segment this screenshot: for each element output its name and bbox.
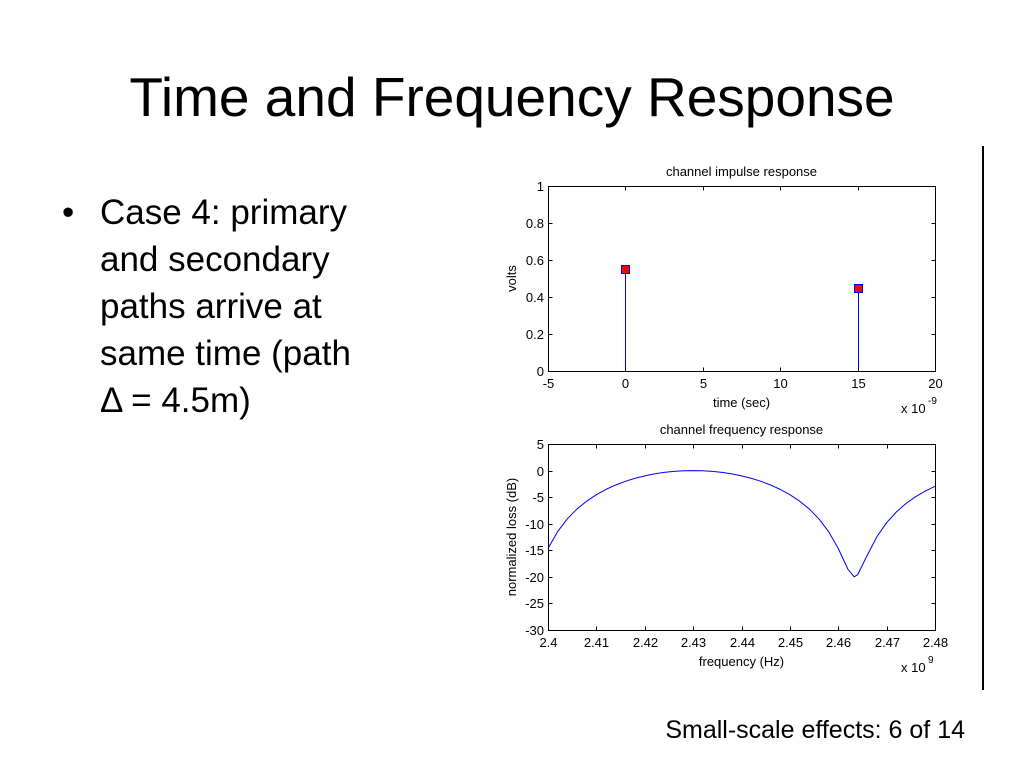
y-tick-label: -10 xyxy=(525,517,544,532)
y-tick-label: 1 xyxy=(537,179,544,194)
plot-area xyxy=(621,265,863,371)
x-exponent-base: x 10 xyxy=(901,660,926,675)
vertical-divider xyxy=(982,146,984,690)
x-tick-label: 5 xyxy=(700,376,707,391)
x-tick-label: 2.46 xyxy=(826,635,851,650)
chart-frequency-response: 2.4 2.41 2.42 2.43 2.44 2.45 2.46 2.47 2.48 -30 -2… xyxy=(504,422,948,675)
x-tick-label: 2.41 xyxy=(584,635,609,650)
x-tick-label: -5 xyxy=(543,376,555,391)
x-tick-label: 2.43 xyxy=(681,635,706,650)
x-tick-label: 2.47 xyxy=(875,635,900,650)
slide-title: Time and Frequency Response xyxy=(129,66,895,128)
y-axis-label: normalized loss (dB) xyxy=(504,478,519,597)
y-tick-label: -30 xyxy=(525,623,544,638)
series-line xyxy=(547,470,936,578)
x-tick-label: 10 xyxy=(773,376,787,391)
y-tick-label: -20 xyxy=(525,570,544,585)
bullet-line: and secondary xyxy=(100,240,330,279)
y-tick-label: 0 xyxy=(537,464,544,479)
chart-title: channel impulse response xyxy=(666,164,817,179)
y-tick-label: 5 xyxy=(537,437,544,452)
x-tick-label: 15 xyxy=(851,376,865,391)
chart-title: channel frequency response xyxy=(660,422,823,437)
x-tick-label: 0 xyxy=(622,376,629,391)
y-tick-label: 0.6 xyxy=(526,253,544,268)
x-axis-label: frequency (Hz) xyxy=(699,654,784,669)
x-exponent-base: x 10 xyxy=(901,401,926,416)
bullet-line: paths arrive at xyxy=(100,287,322,326)
x-axis-label: time (sec) xyxy=(713,395,770,410)
bullet-line: same time (path xyxy=(100,334,351,373)
bullet-item: • Case 4: primary and secondary paths ar… xyxy=(62,189,392,424)
y-tick-label: 0.4 xyxy=(526,290,544,305)
axes-box xyxy=(548,186,936,372)
y-tick-label: -5 xyxy=(532,490,544,505)
bullet-list: • Case 4: primary and secondary paths ar… xyxy=(62,189,392,424)
stem-marker xyxy=(621,265,630,274)
y-axis-label: volts xyxy=(504,265,519,292)
x-tick-label: 2.44 xyxy=(730,635,755,650)
y-tick-label: 0.8 xyxy=(526,216,544,231)
x-tick-label: 2.42 xyxy=(633,635,658,650)
y-tick-label: -25 xyxy=(525,596,544,611)
bullet-icon: • xyxy=(62,193,75,232)
x-tick-label: 2.45 xyxy=(778,635,803,650)
x-tick-label: 2.4 xyxy=(539,635,557,650)
bullet-line: Δ = 4.5m) xyxy=(100,381,251,420)
bullet-line: Case 4: primary xyxy=(100,193,348,232)
y-tick-label: -15 xyxy=(525,543,544,558)
plot-area xyxy=(547,470,936,578)
x-tick-label: 2.48 xyxy=(923,635,948,650)
slide-footer: Small-scale effects: 6 of 14 xyxy=(665,716,965,744)
x-tick-label: 20 xyxy=(928,376,942,391)
x-exponent-power: -9 xyxy=(928,396,937,407)
x-exponent-power: 9 xyxy=(928,655,934,666)
y-tick-label: 0.2 xyxy=(526,327,544,342)
stem-marker xyxy=(854,284,863,293)
y-tick-label: 0 xyxy=(537,364,544,379)
axes-box xyxy=(548,444,936,631)
